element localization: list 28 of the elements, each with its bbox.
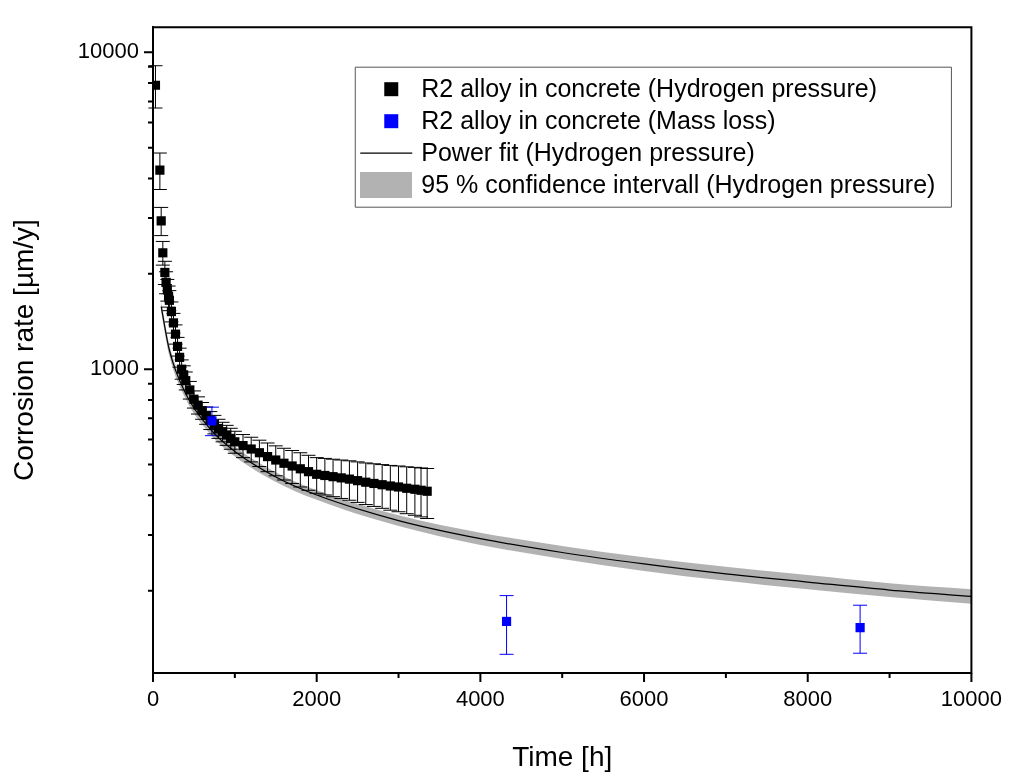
annotation: 95 % confidence intervall (Hydrogen pressure) [421,170,936,199]
point [501,616,512,627]
y-axis-title: Corrosion rate [µm/y] [7,219,39,482]
y-tick-label: 1000 [90,355,139,381]
point [279,458,289,468]
legend-label: Power fit (Hydrogen pressure) [421,138,755,167]
x-tick-label: 2000 [292,686,342,712]
legend-label: R2 alloy in concrete (Mass loss) [421,106,776,135]
x-tick-label: 0 [146,686,160,712]
point [385,481,395,491]
point [855,622,865,633]
point [287,461,297,471]
x-tick-label: 6000 [619,686,669,712]
point [238,441,248,451]
point [160,267,170,278]
point [369,478,379,489]
x-tick-label: 4000 [455,686,505,712]
point [246,444,256,454]
x-tick-label: 8000 [783,686,833,712]
x-axis-title: Time [h] [512,740,613,772]
x-tick-label: 10000 [940,686,1003,712]
point [422,486,432,496]
point [393,482,404,492]
point [164,295,174,305]
point [158,248,168,258]
point [328,472,338,482]
legend-label: R2 alloy in concrete (Hydrogen pressure) [421,74,878,103]
point [271,455,281,465]
